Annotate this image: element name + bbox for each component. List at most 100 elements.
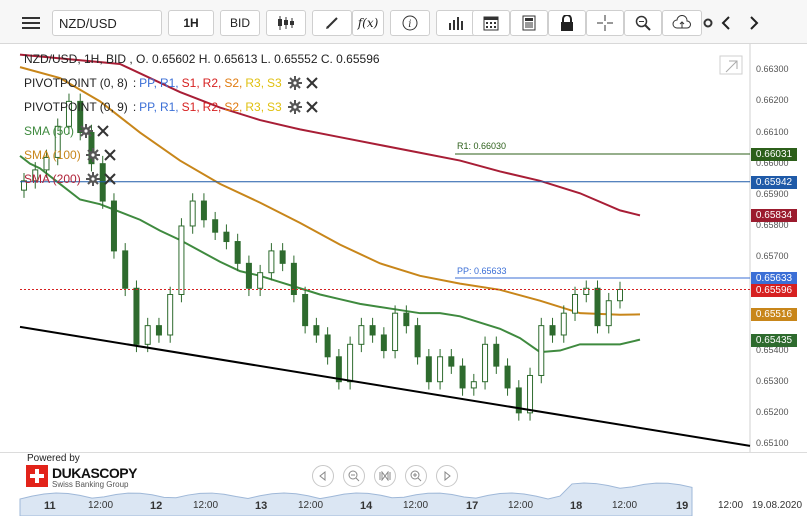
candle-body (358, 325, 365, 345)
pivot-level-label: PP, (139, 76, 157, 90)
pivot-level-label: PP, (139, 100, 157, 114)
settings-icon[interactable] (702, 10, 714, 36)
pivot-level-label: S3 (267, 100, 282, 114)
price-axis-tick: 0.66100 (756, 126, 789, 137)
crosshair-icon[interactable] (586, 10, 624, 36)
pivot2-settings-icon[interactable] (287, 100, 302, 114)
pivot2-levels: PP, R1, S1, R2, S2, R3, S3 (139, 100, 285, 114)
pivot1-settings-icon[interactable] (287, 76, 302, 90)
candle-body (380, 334, 387, 352)
info-icon[interactable]: i (390, 10, 430, 36)
price-axis-tick: 0.66300 (756, 64, 789, 75)
draw-pen-icon[interactable] (312, 10, 352, 36)
candle-body (538, 325, 545, 376)
candle-body (110, 200, 117, 252)
pivot1-separator: : (132, 76, 137, 90)
price-chart[interactable] (0, 44, 807, 516)
zoom-icon[interactable] (624, 10, 662, 36)
sma-line-1 (19, 66, 641, 316)
sma200-settings-icon[interactable] (85, 172, 100, 186)
time-axis-tick: 11 (44, 500, 56, 512)
candle-body (178, 225, 185, 295)
menu-icon[interactable] (16, 10, 46, 36)
navigator-area (19, 482, 693, 516)
navigator-mini-chart[interactable] (19, 482, 693, 516)
timeframe-button[interactable]: 1H (168, 10, 214, 36)
pivot-level-label: R1, (159, 76, 179, 90)
candle-body (504, 365, 511, 389)
arrow-right-icon[interactable] (742, 10, 766, 36)
candle-body (617, 289, 623, 302)
pivot-level-label: R3, (245, 76, 265, 90)
time-axis-tick: 12:00 (612, 500, 638, 511)
r1-annotation: R1: 0.66030 (457, 141, 507, 151)
candle-body (133, 287, 140, 345)
reset-button[interactable] (374, 465, 396, 487)
support-trendline[interactable] (19, 325, 751, 447)
sma200-close-icon[interactable] (103, 172, 117, 186)
candle-body (212, 219, 219, 233)
dukascopy-logo[interactable]: DUKASCOPY Swiss Banking Group (26, 465, 137, 489)
lock-icon[interactable] (548, 10, 586, 36)
sma50-name: SMA (50) (24, 124, 75, 138)
ohlc-text: NZD/USD, 1H, BID , O. 0.65602 H. 0.65613… (24, 52, 380, 66)
sma100-settings-icon[interactable] (85, 148, 100, 162)
scroll-right-button[interactable] (436, 465, 458, 487)
powered-by-text: Powered by (27, 453, 80, 464)
candle-body (369, 325, 376, 336)
chart-area[interactable]: NZD/USD, 1H, BID , O. 0.65602 H. 0.65613… (0, 44, 807, 516)
time-axis-tick: 18 (570, 500, 583, 512)
price-axis-tick: 0.66000 (756, 157, 789, 168)
price-tag: 0.65834 (751, 209, 797, 223)
arrow-left-icon[interactable] (714, 10, 738, 36)
sma50-close-icon[interactable] (96, 124, 110, 138)
pivot-level-label: S1, (181, 76, 200, 90)
symbol-input[interactable]: NZD/USD (52, 10, 162, 36)
sma200-legend: SMA (200) (24, 172, 117, 186)
pivot2-close-icon[interactable] (305, 100, 319, 114)
news-icon[interactable] (510, 10, 548, 36)
sma100-close-icon[interactable] (103, 148, 117, 162)
pivot1-legend: PIVOTPOINT (0, 8) : PP, R1, S1, R2, S2, R3, S3 (24, 76, 319, 90)
zoom-out-button[interactable] (343, 465, 365, 487)
candle-body (560, 312, 567, 336)
pivot1-close-icon[interactable] (305, 76, 319, 90)
zoom-in-button[interactable] (405, 465, 427, 487)
scroll-left-button[interactable] (312, 465, 334, 487)
volume-bars-icon[interactable] (436, 10, 476, 36)
candle-body (414, 325, 421, 358)
pivot-level-label: R1, (159, 100, 179, 114)
candlestick-type-icon[interactable] (266, 10, 306, 36)
candle-body (200, 200, 207, 221)
candle-body (155, 325, 162, 336)
timeframe-label: 1H (183, 16, 199, 30)
time-axis-tick: 14 (360, 500, 373, 512)
candle-body (223, 231, 230, 243)
pivot-level-label: R2, (202, 100, 222, 114)
candle-body (313, 325, 320, 336)
candle-body (88, 132, 95, 165)
time-axis-tick: 17 (466, 500, 479, 512)
calendar-icon[interactable] (472, 10, 510, 36)
sma-line-0 (19, 155, 641, 354)
time-axis-tick: 13 (255, 500, 268, 512)
expand-diagonal-icon (725, 60, 738, 73)
candle-body (245, 262, 252, 289)
svg-text:i: i (408, 19, 411, 30)
price-tag: 0.65596 (751, 283, 797, 297)
candle-body (335, 356, 342, 383)
function-icon[interactable]: f(x) (352, 10, 384, 36)
logo-subtitle: Swiss Banking Group (52, 480, 129, 489)
candle-body (189, 200, 196, 227)
cloud-upload-icon[interactable] (662, 10, 702, 36)
pivot-level-label: S1, (181, 100, 200, 114)
sma50-settings-icon[interactable] (79, 124, 94, 138)
pivot2-separator: : (132, 100, 137, 114)
bid-ask-button[interactable]: BID (220, 10, 260, 36)
candle-body (122, 250, 129, 289)
expand-icon[interactable] (719, 55, 743, 75)
candle-body (572, 293, 579, 314)
toolbar: NZD/USD 1H BID f(x) i (0, 0, 807, 44)
candle-body (493, 343, 500, 367)
candle-body (482, 343, 489, 383)
